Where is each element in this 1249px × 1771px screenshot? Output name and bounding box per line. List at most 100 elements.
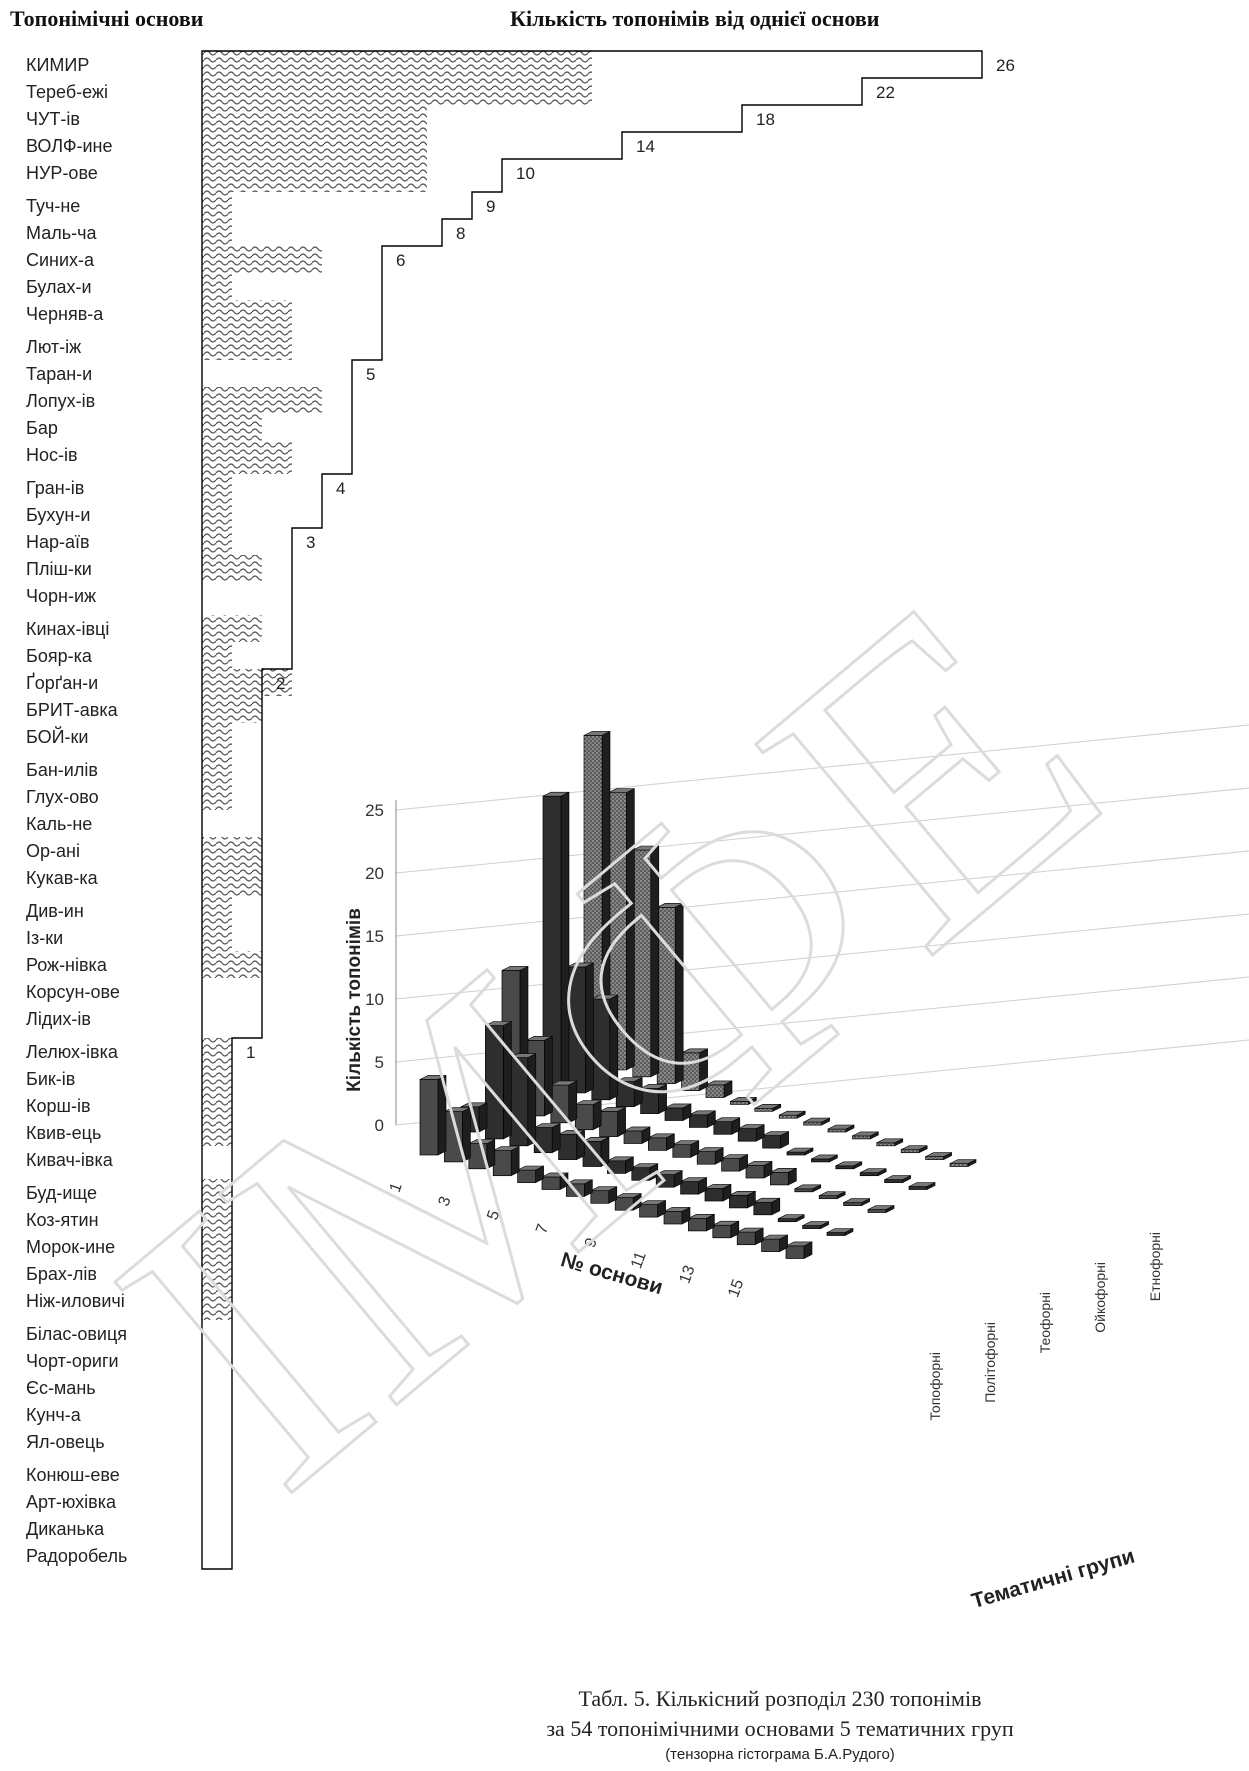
bar3d <box>672 1144 692 1158</box>
step-value-label: 8 <box>456 224 465 243</box>
bar3d-side <box>699 1048 708 1092</box>
bar3d <box>590 1190 610 1204</box>
y-tick-label: 10 <box>365 990 384 1009</box>
category-label: Кукав-ка <box>26 868 99 888</box>
bar3d <box>876 1142 896 1147</box>
bar3d <box>867 1209 887 1213</box>
x-tick-label: 7 <box>533 1222 552 1236</box>
bar3d-top <box>721 1154 748 1159</box>
category-label: Бан-илів <box>26 760 98 780</box>
bar3d <box>632 849 652 1078</box>
bar3d-top <box>901 1145 928 1150</box>
category-label: Чорн-иж <box>26 586 96 606</box>
category-label: Бик-ів <box>26 1069 75 1089</box>
category-label: Кинах-івці <box>26 619 109 639</box>
category-label: Рож-нівка <box>26 955 108 975</box>
hatched-segment <box>202 669 292 696</box>
category-label: Кунч-а <box>26 1405 82 1425</box>
bar3d-top <box>648 1133 675 1139</box>
y-tick-label: 20 <box>365 864 384 883</box>
category-label: Ор-ані <box>26 841 80 861</box>
bar3d-top <box>672 1140 699 1145</box>
bar3d-side <box>568 1080 578 1124</box>
bar3d-top <box>754 1104 781 1109</box>
bar3d <box>753 1201 773 1216</box>
bar3d <box>786 1151 806 1156</box>
bar3d <box>648 1137 667 1151</box>
bar3d-top <box>631 1163 658 1168</box>
bar3d-top <box>803 1117 830 1123</box>
hatched-segment <box>202 300 292 333</box>
category-label: Конюш-еве <box>26 1465 120 1485</box>
group-label: Топофорні <box>927 1352 943 1421</box>
bar3d-top <box>785 1241 813 1247</box>
bar3d <box>680 1181 699 1195</box>
bar3d <box>803 1121 822 1126</box>
bar3d-top <box>444 1107 471 1112</box>
bar3d-top <box>811 1154 838 1160</box>
bar3d <box>640 1088 659 1114</box>
bar3d <box>419 1079 439 1156</box>
bar3d <box>655 1174 675 1188</box>
step-value-label: 3 <box>306 533 315 552</box>
bar3d-top <box>493 1146 520 1151</box>
bar3d-top <box>730 1097 757 1102</box>
hatched-segment <box>202 1287 232 1320</box>
category-label: БОЙ-ки <box>26 726 88 747</box>
hatched-segment <box>202 414 262 441</box>
left-column-header: Топонімічні основи <box>10 6 204 31</box>
bar3d <box>599 1111 618 1137</box>
hatched-segment <box>202 192 232 219</box>
hatched-segment <box>202 159 427 192</box>
bar3d-top <box>704 1184 732 1189</box>
step-value-label: 14 <box>636 137 655 156</box>
hatched-segment <box>202 441 292 474</box>
bar3d <box>745 1165 765 1179</box>
category-label: Чорт-ориги <box>26 1351 119 1371</box>
bar3d <box>754 1107 774 1112</box>
bar3d <box>712 1224 732 1239</box>
gridline <box>395 724 1249 811</box>
bar3d-top <box>712 1220 739 1226</box>
category-label: Бар <box>26 418 58 438</box>
bar3d <box>762 1135 781 1149</box>
bar3d-top <box>949 1159 977 1164</box>
bar3d <box>663 1211 683 1225</box>
horizontal-bar-chart: КИМИР Тереб-ежі ЧУТ-ів ВОЛФ-ине НУР-ове Туч-н… <box>26 50 1015 1570</box>
bar3d <box>688 1217 707 1232</box>
bar3d <box>623 1130 643 1144</box>
gridline <box>395 850 1249 937</box>
step-value-label: 26 <box>996 56 1015 75</box>
caption-line-3: (тензорна гістограма Б.А.Рудого) <box>665 1746 895 1763</box>
category-label: ВОЛФ-ине <box>26 136 113 156</box>
bar3d-top <box>884 1175 911 1180</box>
category-label: Коз-ятин <box>26 1210 99 1230</box>
category-label: Ґорґан-и <box>26 672 98 693</box>
bar3d-side <box>510 1146 520 1177</box>
z-axis-label: Тематичні групи <box>969 1544 1137 1613</box>
bar3d-top <box>591 994 618 1000</box>
bar3d-top <box>550 1080 577 1086</box>
bar3d <box>859 1172 879 1177</box>
hatched-segment <box>202 723 232 756</box>
bar3d <box>826 1232 846 1236</box>
bar3d-side <box>527 1053 537 1147</box>
group-label: Ойкофорні <box>1092 1262 1108 1333</box>
hatched-segment <box>202 219 232 246</box>
bar3d-top <box>663 1207 691 1212</box>
bar3d-top <box>778 1214 805 1219</box>
bar3d-top <box>826 1228 854 1233</box>
hatched-segment <box>202 1206 232 1233</box>
caption-line-1: Табл. 5. Кількісний розподіл 230 топонім… <box>578 1686 982 1711</box>
bar3d <box>485 1025 504 1140</box>
category-label: Туч-не <box>26 196 80 216</box>
bar3d-top <box>460 1102 488 1108</box>
category-label: Див-ин <box>26 901 84 921</box>
category-label: Буд-ище <box>26 1183 97 1203</box>
hatched-segment <box>202 555 262 582</box>
x-tick-label: 9 <box>582 1236 601 1250</box>
bar3d <box>705 1084 725 1098</box>
step-value-label: 22 <box>876 83 895 102</box>
x-tick-label: 3 <box>436 1194 455 1208</box>
